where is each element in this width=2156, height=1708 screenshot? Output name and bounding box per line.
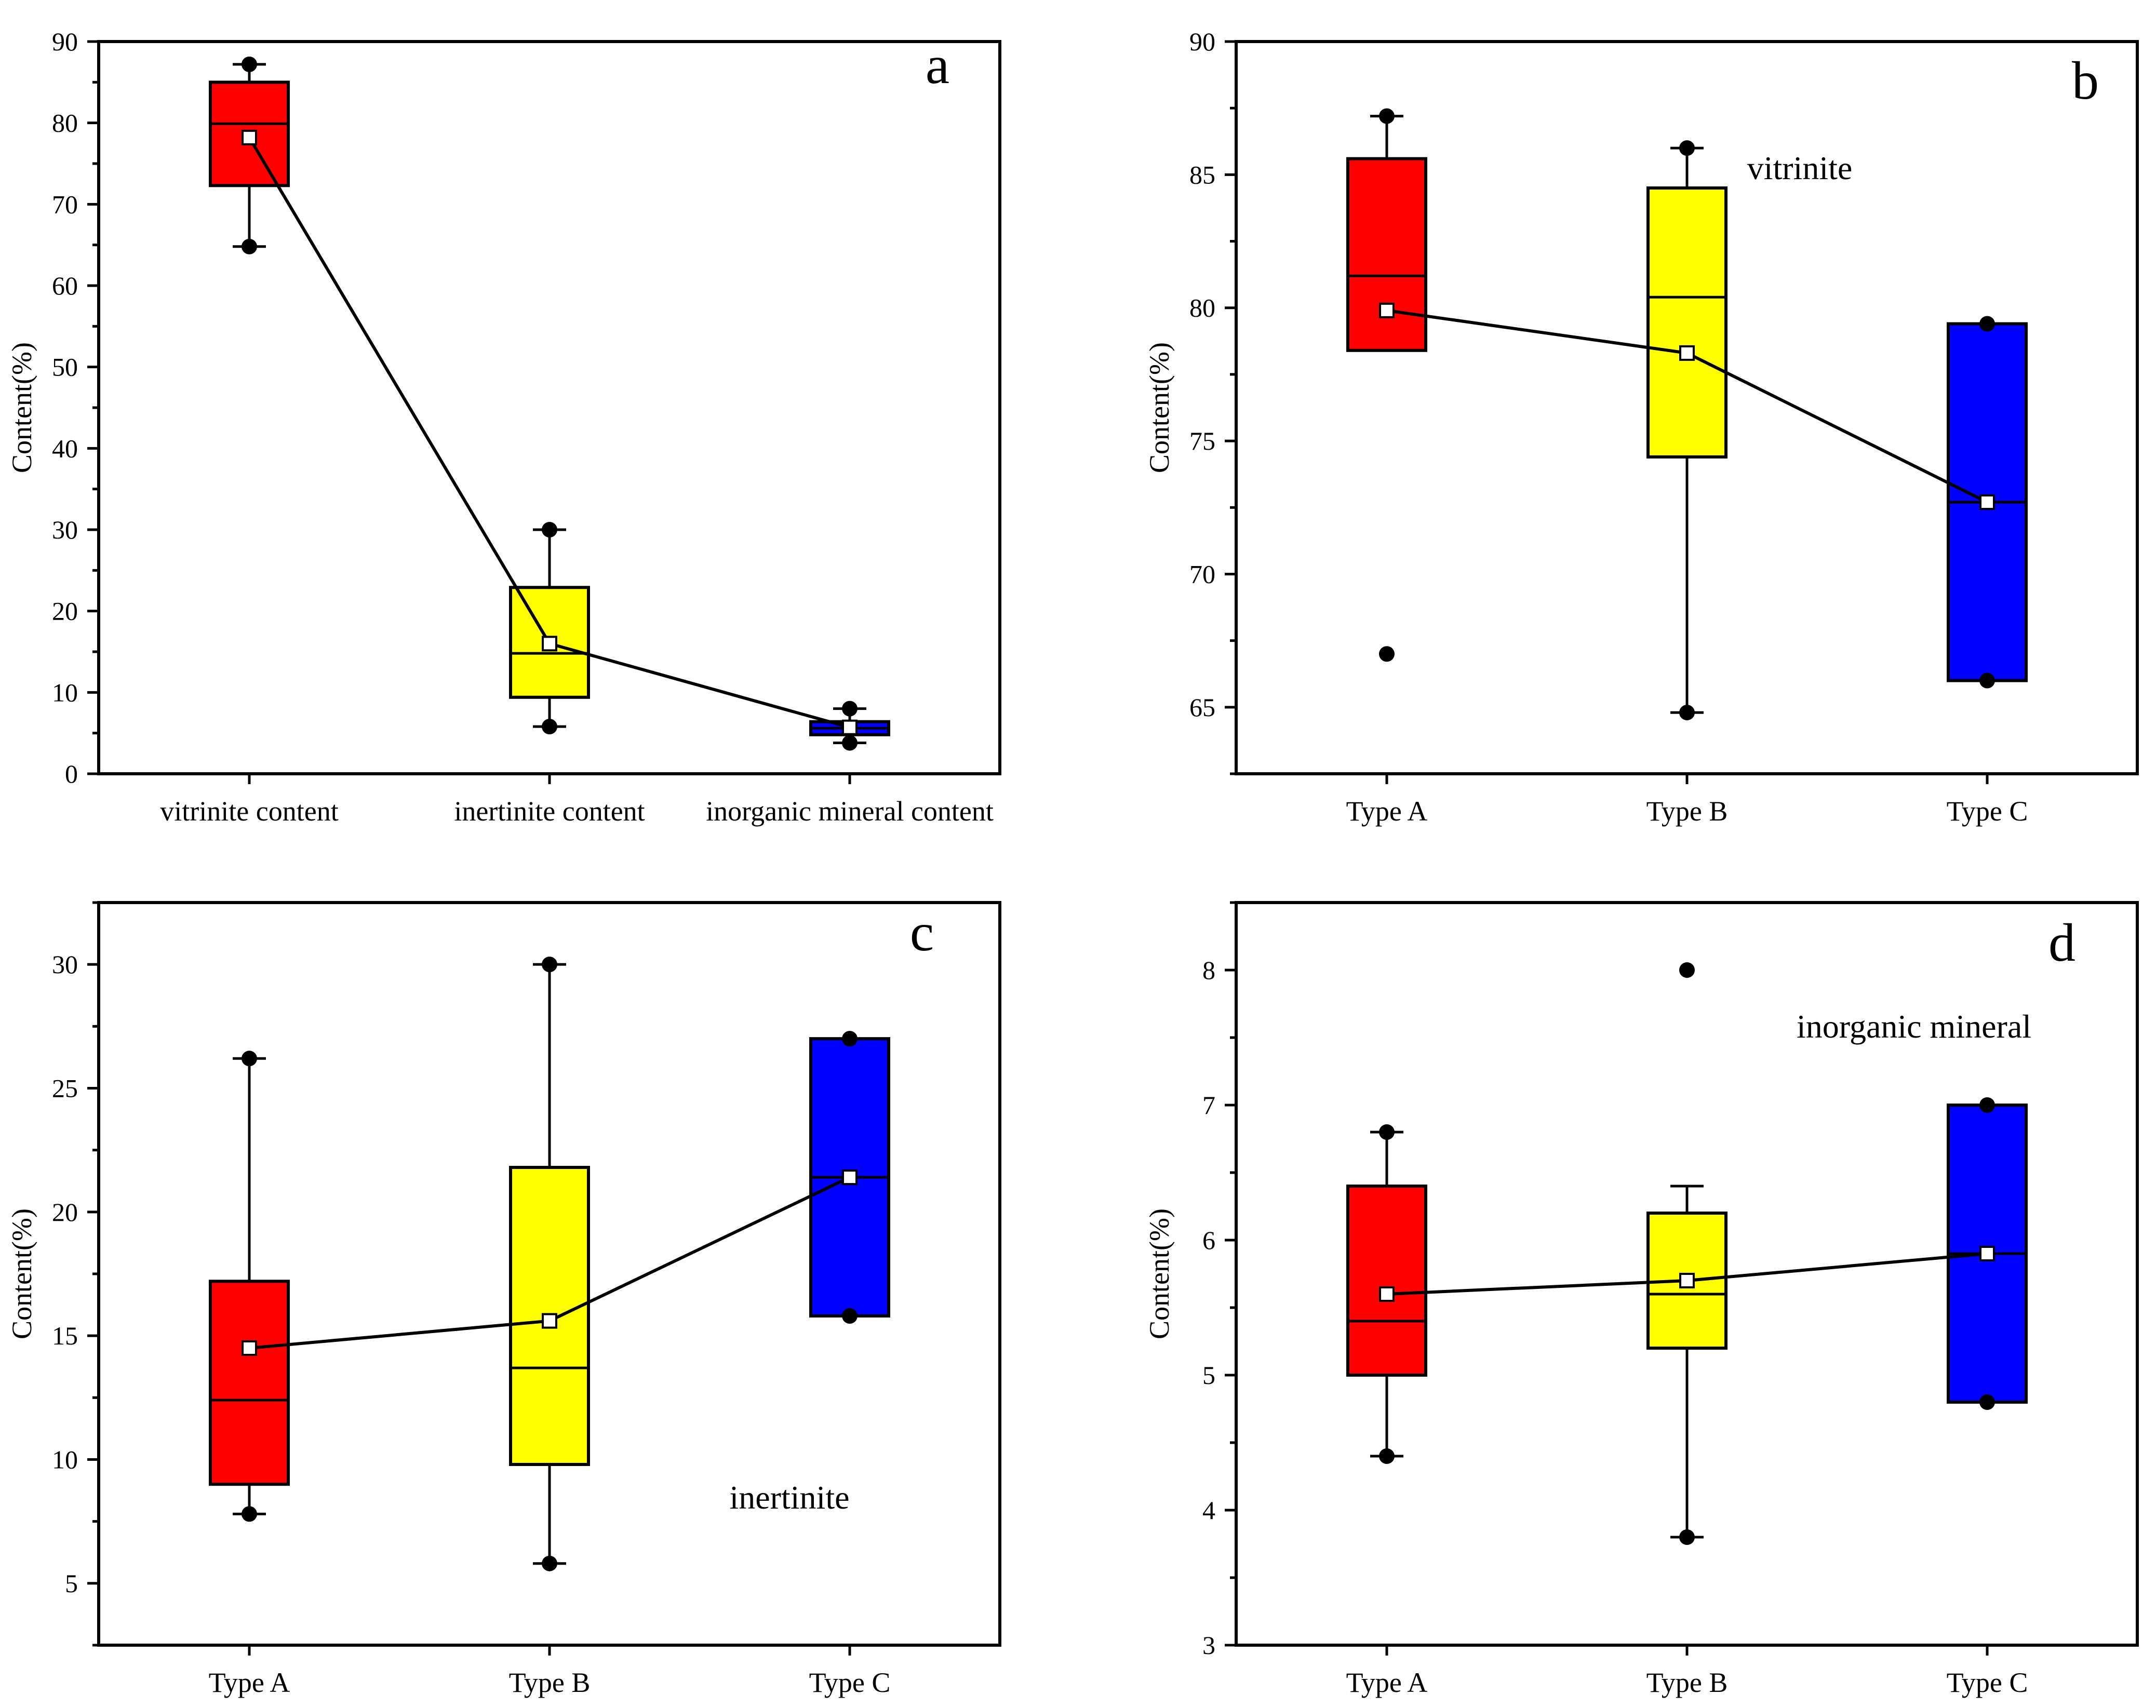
x-tick-label: Type A: [1346, 796, 1428, 827]
y-tick-label: 90: [1189, 27, 1215, 56]
y-tick-label: 70: [1189, 559, 1215, 588]
y-tick-label: 70: [52, 190, 78, 219]
data-point: [842, 1308, 858, 1324]
data-point: [242, 238, 257, 254]
y-tick-label: 20: [52, 597, 78, 626]
data-point: [542, 1555, 557, 1571]
y-axis-label-d: Content(%): [1144, 1208, 1175, 1339]
chart-panel-b: b Content(%) vitrinite 65 70 75 80 85 90 Type …: [1144, 27, 2139, 827]
x-tick-label: Type A: [209, 1667, 290, 1698]
y-tick-label: 25: [52, 1074, 78, 1103]
mean-marker: [242, 129, 257, 145]
data-point: [1979, 1394, 1995, 1410]
data-point: [242, 1051, 257, 1067]
chart-panel-d: d Content(%) inorganic mineral 3 4 5 6 7 8 Typ…: [1144, 901, 2139, 1698]
data-point: [1679, 140, 1695, 156]
mean-marker: [842, 719, 858, 735]
data-point: [1679, 1529, 1695, 1545]
y-tick-label: 0: [65, 759, 78, 788]
y-tick-label: 85: [1189, 160, 1215, 189]
panel-letter-d: d: [2048, 913, 2075, 973]
data-point: [842, 701, 858, 717]
box-1: [1346, 157, 1427, 352]
y-tick-label: 5: [1202, 1361, 1215, 1390]
x-tick-label: Type C: [1947, 796, 2028, 827]
mean-marker: [1379, 302, 1395, 318]
panel-letter-c: c: [910, 903, 934, 962]
data-point: [1679, 962, 1695, 978]
x-tick-label: Type B: [509, 1667, 591, 1698]
y-tick-label: 6: [1202, 1226, 1215, 1255]
x-tick-label: vitrinite content: [160, 796, 338, 827]
data-point: [1979, 316, 1995, 332]
mean-marker: [1979, 1246, 1995, 1261]
data-point: [542, 719, 557, 735]
y-axis-label-a: Content(%): [6, 342, 37, 473]
data-point: [242, 56, 257, 72]
x-tick-label: inertinite content: [454, 796, 645, 827]
mean-marker: [1379, 1286, 1395, 1302]
mean-marker: [542, 636, 557, 652]
y-tick-label: 60: [52, 271, 78, 300]
data-point: [1979, 1097, 1995, 1113]
data-point: [1379, 646, 1395, 662]
x-tick-label: inorganic mineral content: [706, 796, 994, 827]
y-tick-label: 30: [52, 515, 78, 544]
y-tick-label: 40: [52, 434, 78, 463]
y-axis-label-c: Content(%): [6, 1208, 37, 1339]
chart-panel-a: a Content(%) 0 10 20 30 40 50 60 70 80 90 vitrinit…: [6, 27, 1001, 827]
x-tick-label: Type A: [1346, 1667, 1428, 1698]
y-tick-label: 65: [1189, 693, 1215, 722]
box-1: [1346, 1185, 1427, 1377]
y-tick-label: 3: [1202, 1631, 1215, 1660]
mean-marker: [1679, 1273, 1695, 1288]
annotation-b: vitrinite: [1747, 150, 1853, 186]
data-point: [842, 735, 858, 751]
chart-panel-c: c Content(%) inertinite 5 10 15 20 25 30 Type …: [6, 901, 1001, 1698]
y-tick-label: 80: [52, 109, 78, 138]
panel-letter-a: a: [926, 35, 949, 95]
data-point: [542, 957, 557, 973]
data-point: [1379, 108, 1395, 124]
y-tick-label: 8: [1202, 956, 1215, 985]
panel-letter-b: b: [2072, 51, 2099, 111]
mean-marker: [542, 1313, 557, 1329]
y-tick-label: 15: [52, 1321, 78, 1350]
x-tick-label: Type C: [809, 1667, 891, 1698]
mean-marker: [1979, 494, 1995, 510]
y-tick-label: 4: [1202, 1496, 1215, 1525]
data-point: [1979, 673, 1995, 689]
y-tick-label: 10: [52, 678, 78, 707]
x-tick-label: Type C: [1947, 1667, 2028, 1698]
y-tick-label: 90: [52, 27, 78, 56]
y-tick-label: 5: [65, 1569, 78, 1598]
data-point: [542, 522, 557, 537]
x-tick-label: Type B: [1646, 796, 1728, 827]
data-point: [1379, 1448, 1395, 1464]
y-tick-label: 50: [52, 353, 78, 382]
y-tick-label: 10: [52, 1445, 78, 1474]
y-axis-label-b: Content(%): [1144, 342, 1175, 473]
mean-marker: [1679, 345, 1695, 361]
y-tick-label: 80: [1189, 293, 1215, 322]
data-point: [242, 1506, 257, 1522]
box-2: [1646, 186, 1728, 459]
y-tick-label: 30: [52, 950, 78, 979]
data-point: [1379, 1124, 1395, 1140]
data-point: [1679, 705, 1695, 721]
mean-marker: [242, 1340, 257, 1356]
box-1: [209, 1280, 290, 1486]
annotation-d: inorganic mineral: [1797, 1008, 2031, 1045]
y-tick-label: 75: [1189, 426, 1215, 455]
mean-marker: [842, 1169, 858, 1186]
annotation-c: inertinite: [729, 1479, 849, 1516]
x-tick-label: Type B: [1646, 1667, 1728, 1698]
y-tick-label: 7: [1202, 1091, 1215, 1120]
data-point: [842, 1031, 858, 1047]
y-tick-label: 20: [52, 1198, 78, 1227]
